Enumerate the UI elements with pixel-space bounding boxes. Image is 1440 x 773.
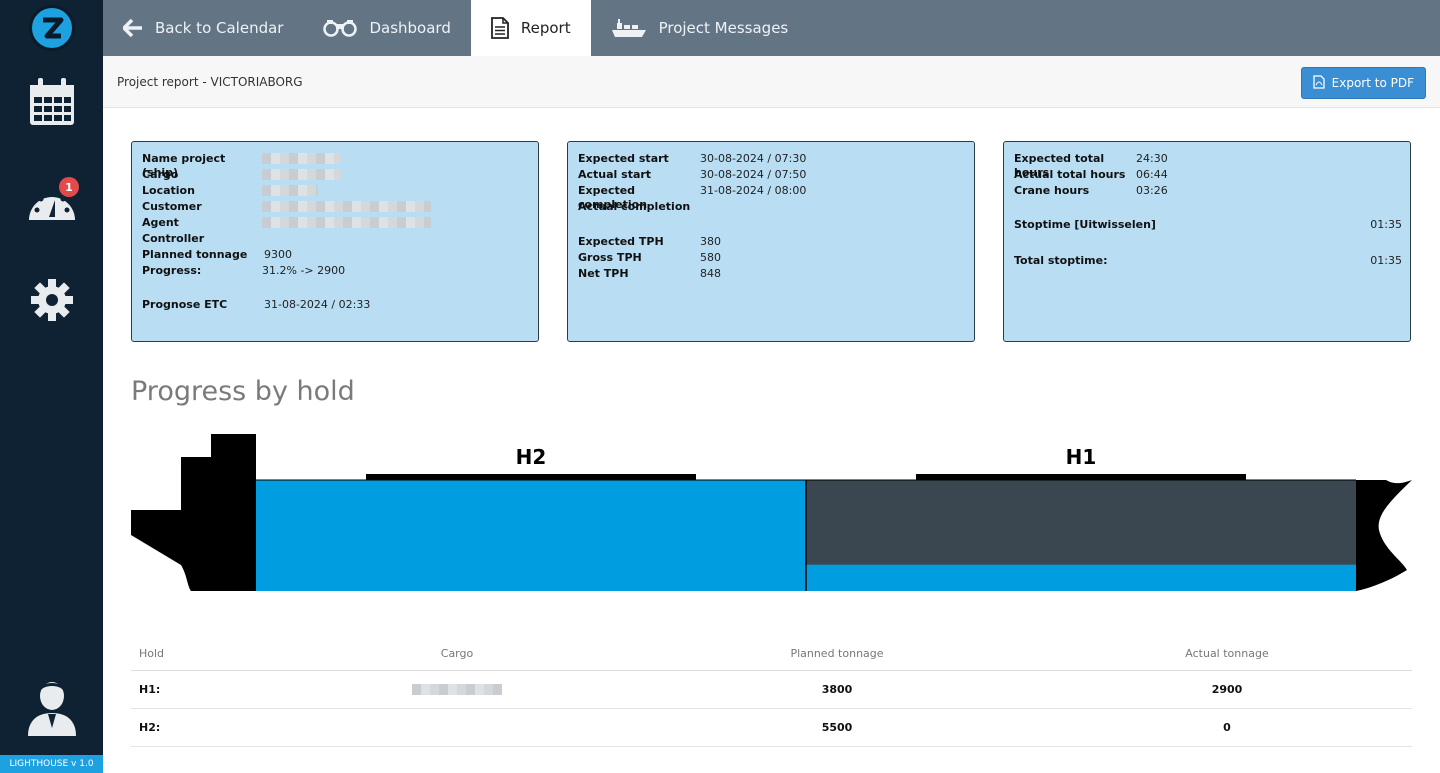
actual-start-label: Actual start (578, 168, 652, 181)
agent-label: Agent (142, 216, 179, 229)
expected-start-value: 30-08-2024 / 07:30 (700, 152, 807, 165)
redacted-value (262, 217, 431, 228)
actual-start-value: 30-08-2024 / 07:50 (700, 168, 807, 181)
location-label: Location (142, 184, 195, 197)
header-cargo: Cargo (440, 647, 474, 660)
customer-label: Customer (142, 200, 202, 213)
hatch-cover-h1 (916, 474, 1246, 480)
expected-total-hours-label: Expected total hours (1014, 152, 1105, 179)
row-hold: H2: (139, 721, 161, 734)
project-info-card: Name project (ship) Cargo Location Custo… (131, 141, 539, 342)
user-avatar-icon[interactable] (0, 680, 103, 736)
hours-info-card: Expected total hours 24:30 Actual total h… (1003, 141, 1411, 342)
net-tph-label: Net TPH (578, 267, 629, 280)
nav-label: Project Messages (658, 19, 789, 37)
crane-hours-value: 03:26 (1136, 184, 1168, 197)
row-hold: H1: (139, 683, 161, 696)
hold-table: Hold Cargo Planned tonnage Actual tonnag… (131, 637, 1412, 747)
nav-dashboard[interactable]: Dashboard (303, 0, 470, 56)
page-title: Project report - VICTORIABORG (117, 75, 303, 89)
sidebar: 1 LIGHTHOUSE v 1.0 (0, 0, 103, 773)
nav-label: Dashboard (369, 19, 451, 37)
dashboard-gauge-icon[interactable] (0, 186, 103, 222)
app-logo[interactable] (0, 0, 103, 56)
row-planned: 5500 (821, 721, 853, 734)
gross-tph-value: 580 (700, 251, 721, 264)
export-pdf-button[interactable]: Export to PDF (1300, 67, 1426, 99)
arrow-left-icon (123, 19, 143, 37)
pdf-file-icon (1313, 74, 1325, 92)
actual-completion-label: Actual completion (578, 200, 691, 213)
header-planned-tonnage: Planned tonnage (790, 647, 884, 660)
hold-h2-loaded (256, 480, 806, 591)
nav-back-to-calendar[interactable]: Back to Calendar (103, 0, 303, 56)
redacted-value (412, 684, 502, 695)
table-header: Hold Cargo Planned tonnage Actual tonnag… (131, 637, 1412, 671)
redacted-value (262, 185, 318, 196)
actual-total-hours-label: Actual total hours (1014, 168, 1126, 181)
table-row: H2: 5500 0 (131, 709, 1412, 747)
total-stoptime-value: 01:35 (1370, 254, 1402, 267)
calendar-icon[interactable] (0, 78, 103, 126)
name-project-label: Name project (ship) (142, 152, 226, 179)
total-stoptime-label: Total stoptime: (1014, 254, 1108, 267)
actual-total-hours-value: 06:44 (1136, 168, 1168, 181)
logo-icon (28, 5, 75, 51)
nav-report[interactable]: Report (470, 0, 591, 56)
nav-label: Report (520, 19, 571, 37)
row-cargo (371, 671, 543, 708)
redacted-value (262, 169, 341, 180)
row-planned: 3800 (821, 683, 853, 696)
row-actual: 2900 (1211, 683, 1243, 696)
expected-tph-value: 380 (700, 235, 721, 248)
expected-total-hours-value: 24:30 (1136, 152, 1168, 165)
header-hold: Hold (139, 647, 165, 660)
planned-tonnage-value: 9300 (264, 248, 292, 261)
ship-icon (611, 18, 647, 38)
table-row: H1: 3800 2900 (131, 671, 1412, 709)
stoptime-value: 01:35 (1370, 218, 1402, 231)
row-cargo (371, 709, 543, 746)
timing-info-card: Expected start 30-08-2024 / 07:30 Actual … (567, 141, 975, 342)
prognose-etc-value: 31-08-2024 / 02:33 (264, 298, 371, 311)
version-label: LIGHTHOUSE v 1.0 (0, 755, 103, 773)
page-header: Project report - VICTORIABORG Export to … (103, 56, 1440, 108)
progress-section-title: Progress by hold (131, 376, 355, 407)
binoculars-icon (323, 19, 358, 37)
top-navigation: Back to Calendar Dashboard Report Projec… (103, 0, 1440, 56)
expected-start-label: Expected start (578, 152, 669, 165)
header-actual-tonnage: Actual tonnage (1185, 647, 1269, 660)
hold-label-h1: H1 (1066, 445, 1097, 469)
redacted-value (262, 201, 431, 212)
hold-label-h2: H2 (516, 445, 547, 469)
document-icon (490, 17, 509, 39)
progress-label: Progress: (142, 264, 202, 277)
planned-tonnage-label: Planned tonnage (142, 248, 248, 261)
hatch-cover-h2 (366, 474, 696, 480)
notification-badge: 1 (59, 177, 79, 197)
nav-label: Back to Calendar (155, 19, 284, 37)
controller-label: Controller (142, 232, 205, 245)
expected-tph-label: Expected TPH (578, 235, 664, 248)
redacted-value (262, 153, 341, 164)
expected-completion-label: Expected completion (578, 184, 648, 211)
net-tph-value: 848 (700, 267, 721, 280)
progress-value: 31.2% -> 2900 (262, 264, 346, 277)
ship-stern (131, 434, 256, 591)
ship-bow (1356, 480, 1412, 591)
nav-project-messages[interactable]: Project Messages (591, 0, 809, 56)
row-actual: 0 (1223, 721, 1231, 734)
ship-progress-diagram: H2 H1 (131, 434, 1412, 591)
hold-h1-loaded (806, 564, 1356, 591)
gross-tph-label: Gross TPH (578, 251, 642, 264)
settings-gear-icon[interactable] (0, 278, 103, 322)
crane-hours-label: Crane hours (1014, 184, 1090, 197)
export-label: Export to PDF (1331, 76, 1414, 90)
cargo-label: Cargo (142, 168, 179, 181)
prognose-etc-label: Prognose ETC (142, 298, 228, 311)
expected-completion-value: 31-08-2024 / 08:00 (700, 184, 807, 197)
stoptime-label: Stoptime [Uitwisselen] (1014, 218, 1156, 231)
